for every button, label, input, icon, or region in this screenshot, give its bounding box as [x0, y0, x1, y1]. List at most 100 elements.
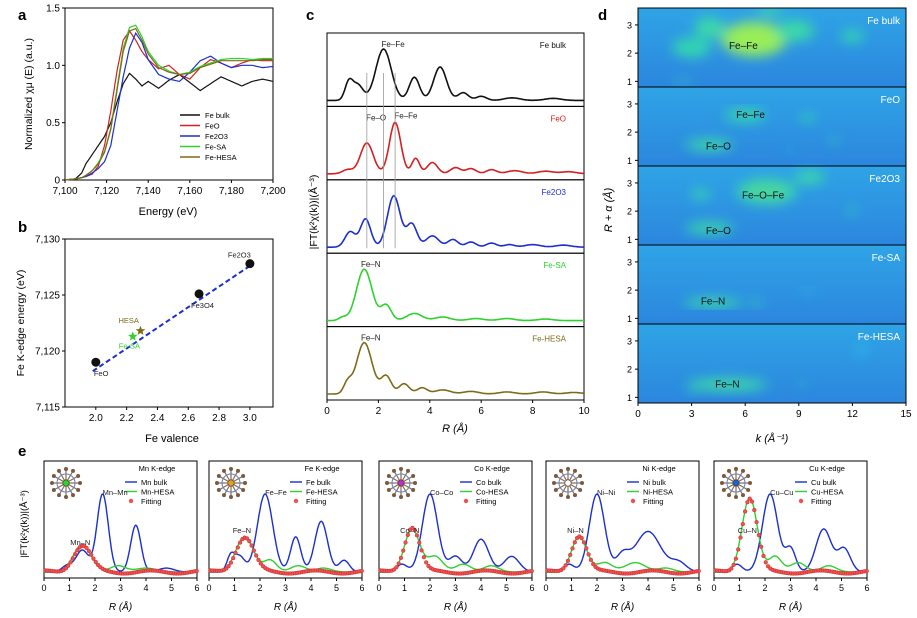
panel-e-fit-dot [581, 540, 587, 545]
panel-c-curve-4 [327, 341, 585, 395]
panel-e-molecule-atom [578, 474, 583, 478]
panel-e-xtick-label: 4 [308, 583, 313, 593]
panel-e-fit-dot [743, 509, 748, 514]
panel-d-blob-ring [757, 8, 783, 16]
panel-b-point-label: HESA [118, 316, 138, 325]
panel-d-blob-ring [794, 170, 825, 184]
panel-e-hesa-curve-4 [714, 497, 867, 573]
panel-e-molecule-center [732, 479, 740, 487]
panel-d-blob-ring [828, 138, 841, 143]
panel-e-molecule-icon-4 [720, 467, 752, 499]
panel-d-xtick-label: 3 [689, 409, 695, 420]
panel-e-molecule-atom [229, 495, 233, 499]
panel-e-molecule-atom [741, 468, 745, 473]
panel-d-blob-ring [724, 108, 766, 122]
panel-e-molecule-atom [76, 474, 81, 478]
panel-e-fit-dot [529, 568, 534, 574]
panel-e-fit-dot [417, 540, 422, 545]
panel-e-legend-label: Mn bulk [141, 478, 168, 487]
panel-d-blob-ring [855, 343, 868, 355]
panel-e-xtick-label: 4 [478, 583, 483, 593]
panel-e-molecule-atom [385, 481, 389, 485]
panel-c-row-frame-4 [326, 326, 585, 401]
panel-e-molecule-atom [241, 488, 246, 492]
panel-e-fit-dot [84, 545, 89, 551]
panel-e-fit-dot [729, 566, 734, 571]
panel-d-ytick-label: 1 [627, 156, 632, 166]
panel-c-bond-label: Fe–O [366, 113, 386, 122]
panel-a-xtick-label: 7,140 [136, 186, 161, 197]
panel-d-xtick-label: 6 [742, 409, 748, 420]
panel-e-xtick-label: 3 [118, 583, 123, 593]
panel-e-molecule-atom [76, 488, 81, 492]
panel-b-point-0 [91, 357, 101, 367]
panel-e-fit-dot [73, 551, 78, 557]
panel-e-molecule-atom [578, 488, 583, 492]
panel-e-fit-dot [561, 566, 566, 571]
panel-e-molecule-atom [727, 493, 731, 498]
panel-e-fit-dot [591, 561, 596, 567]
panel-c-curve-2 [327, 194, 584, 248]
panel-b-xtick-label: 2.6 [181, 413, 195, 424]
panel-e-molecule-atom [216, 474, 221, 478]
panel-d-xtick-label: 12 [847, 409, 859, 420]
panel-e-fit-dot [249, 543, 254, 548]
panel-e-fit-dot [403, 540, 408, 545]
panel-a-xanes-chart: 7,100 7,120 7,140 7,160 7,180 7,200 0 0.5 1.0 1.5… [23, 4, 286, 219]
panel-b-ytick-label: 7,120 [35, 347, 60, 358]
panel-d-ytick-label: 3 [627, 178, 632, 188]
panel-e-molecule-atom [553, 488, 558, 492]
panel-e-molecule-atom [51, 488, 56, 492]
panel-a-series-4 [64, 27, 273, 181]
panel-e-legend-swatch [798, 498, 804, 504]
panel-e-edge-title: Co K-edge [474, 464, 510, 473]
panel-c-xtick-label: 10 [578, 406, 590, 417]
panel-e-molecule-atom [399, 495, 403, 499]
panel-b-xtick-label: 2.2 [120, 413, 134, 424]
panel-e-xtick-label: 0 [41, 583, 46, 593]
panel-a-ytick-label: 1.5 [46, 4, 60, 15]
panel-e-xtick-label: 1 [402, 583, 407, 593]
panel-e-molecule-center [62, 479, 70, 487]
panel-a-xtick-label: 7,180 [219, 186, 244, 197]
panel-c-xtick-label: 2 [376, 406, 382, 417]
panel-e-fit-dots-0 [43, 543, 199, 576]
panel-e-molecule-atom [553, 474, 558, 478]
panel-d-wavelet-heatmaps: Fe bulk Fe–Fe FeO Fe–Fe Fe–O Fe2O3 Fe–O–Fe Fe–O… [602, 7, 912, 445]
panel-c-bond-label: Fe–N [361, 260, 381, 269]
panel-d-row-bg-3 [638, 245, 906, 324]
panel-c-xlabel: R (Å) [442, 422, 468, 435]
panel-c-row-label: Fe-HESA [532, 335, 566, 344]
panel-b-point-label: FeO [94, 369, 109, 378]
panel-d-xtick-label: 9 [796, 409, 802, 420]
panel-a-legend-label: Fe2O3 [205, 132, 228, 141]
panel-d-ytick-label: 1 [627, 393, 632, 403]
panel-e-edge-title: Ni K-edge [642, 464, 675, 473]
panel-d-ylabel: R + α (Å) [602, 187, 615, 232]
panel-e-xtick-label: 3 [283, 583, 288, 593]
panel-e-xtick-label: 1 [67, 583, 72, 593]
panel-a-xtick-label: 7,160 [177, 186, 202, 197]
panel-d-blob-ring [690, 189, 711, 199]
panel-letter-a: a [18, 7, 27, 24]
panel-e-xtick-label: 5 [169, 583, 174, 593]
panel-d-bond-label: Fe–N [701, 296, 725, 307]
panel-e-fit-dot [89, 552, 94, 557]
panel-d-bond-label: Fe–O [706, 226, 731, 237]
panel-e-legend-label: Cu-HESA [811, 488, 844, 497]
panel-e-ylabel: |FT(k²χ(k))|(Å⁻³) [19, 490, 30, 558]
panel-e-xtick-label: 5 [334, 583, 339, 593]
panel-a-legend-label: FeO [205, 122, 220, 131]
panel-e-molecule-atom [215, 481, 219, 485]
panel-e-frame-2 [378, 460, 533, 579]
panel-e-edge-title: Cu K-edge [809, 464, 845, 473]
panel-a-ytick-label: 0.5 [46, 118, 60, 129]
panel-e-hesa-curve-1 [209, 536, 362, 573]
panel-e-molecule-ring [56, 473, 76, 493]
panel-d-row-bg-4 [638, 324, 906, 403]
panel-e-molecule-icon-3 [552, 467, 584, 499]
panel-d-blob-ring [747, 300, 765, 306]
panel-e-fit-dot [745, 500, 750, 505]
